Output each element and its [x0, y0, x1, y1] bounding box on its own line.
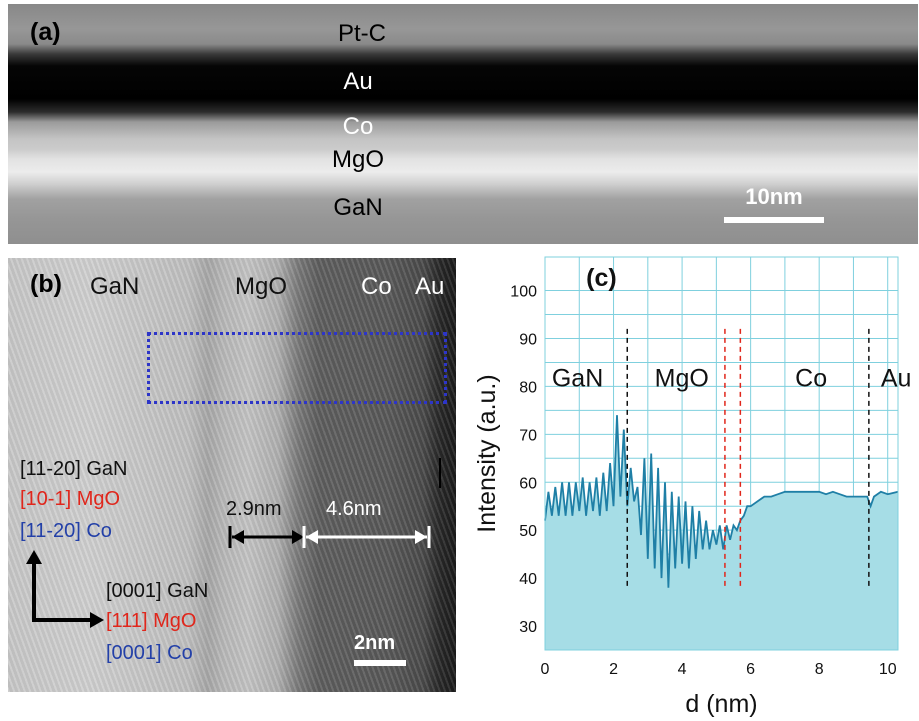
region-label-gan: GaN — [90, 273, 140, 300]
panel-b-overlay — [26, 458, 441, 666]
chart-region-labels: GaN MgO Co Au — [552, 364, 912, 392]
y-tick-label: 100 — [510, 284, 537, 301]
chart-boundaries — [626, 328, 870, 588]
measure-mgo-arrow — [228, 526, 304, 548]
region-label: GaN — [552, 364, 603, 392]
x-tick-label: 4 — [678, 661, 687, 678]
x-tick-labels: 0 2 4 6 8 10 — [541, 661, 897, 678]
region-label: Au — [881, 364, 912, 392]
panel-a-tem-image: (a) Pt-C Au Co MgO GaN 10nm — [8, 4, 918, 244]
orientation-2-co: [0001] Co — [106, 642, 193, 664]
scalebar-b-label: 2nm — [354, 632, 396, 654]
y-tick-label: 40 — [519, 571, 537, 588]
layer-label-au: Au — [343, 68, 373, 95]
layer-label-pt-c: Pt-C — [338, 20, 386, 47]
region-label-au: Au — [415, 273, 445, 300]
x-tick-label: 6 — [746, 661, 755, 678]
panel-c-intensity-chart: 0 2 4 6 8 10 30 40 50 60 70 80 90 100 GaN MgO Co Au (c)… — [473, 256, 912, 718]
orientation-1-co: [11-20] Co — [20, 520, 112, 542]
y-tick-label: 30 — [519, 619, 537, 636]
profile-area-fill — [545, 415, 898, 650]
y-tick-label: 50 — [519, 523, 537, 540]
region-label-mgo: MgO — [235, 273, 288, 300]
y-tick-label: 60 — [519, 475, 537, 492]
scalebar-a-label: 10nm — [745, 184, 803, 209]
scalebar-a — [724, 217, 824, 223]
plot-frame — [544, 256, 899, 651]
x-tick-label: 10 — [879, 661, 897, 678]
orientation-2-mgo: [111] MgO — [106, 610, 197, 632]
panel-c-letter: (c) — [586, 264, 617, 292]
layer-label-mgo: MgO — [331, 146, 385, 173]
x-tick-label: 8 — [815, 661, 824, 678]
roi-dotted-box — [147, 332, 447, 404]
x-axis-title: d (nm) — [685, 690, 757, 718]
orientation-1-mgo: [10-1] MgO — [20, 488, 121, 510]
y-tick-label: 90 — [519, 331, 537, 348]
region-label-co: Co — [361, 273, 392, 300]
y-tick-label: 70 — [519, 427, 537, 444]
profile-line — [544, 415, 899, 588]
panel-b-hrtem-image: (b) GaN MgO Co Au [11-20] GaN [10-1] MgO… — [8, 258, 456, 692]
orientation-axes-icon — [26, 550, 104, 628]
y-tick-labels: 30 40 50 60 70 80 90 100 — [510, 284, 537, 636]
orientation-2-gan: [0001] GaN — [106, 580, 209, 602]
scalebar-b — [354, 660, 406, 666]
panel-b-letter: (b) — [30, 270, 62, 298]
layer-label-co: Co — [342, 113, 374, 140]
x-tick-label: 0 — [541, 661, 550, 678]
measure-co-label: 4.6nm — [326, 498, 382, 520]
region-label: Co — [795, 364, 827, 392]
y-axis-title: Intensity (a.u.) — [473, 374, 501, 532]
panel-a-letter: (a) — [30, 18, 61, 46]
orientation-1-gan: [11-20] GaN — [20, 458, 128, 480]
measure-co-arrow — [302, 458, 441, 548]
region-label: MgO — [655, 364, 709, 392]
measure-mgo-label: 2.9nm — [226, 498, 282, 520]
layer-label-gan: GaN — [333, 194, 383, 221]
x-tick-label: 2 — [609, 661, 618, 678]
y-tick-label: 80 — [519, 379, 537, 396]
